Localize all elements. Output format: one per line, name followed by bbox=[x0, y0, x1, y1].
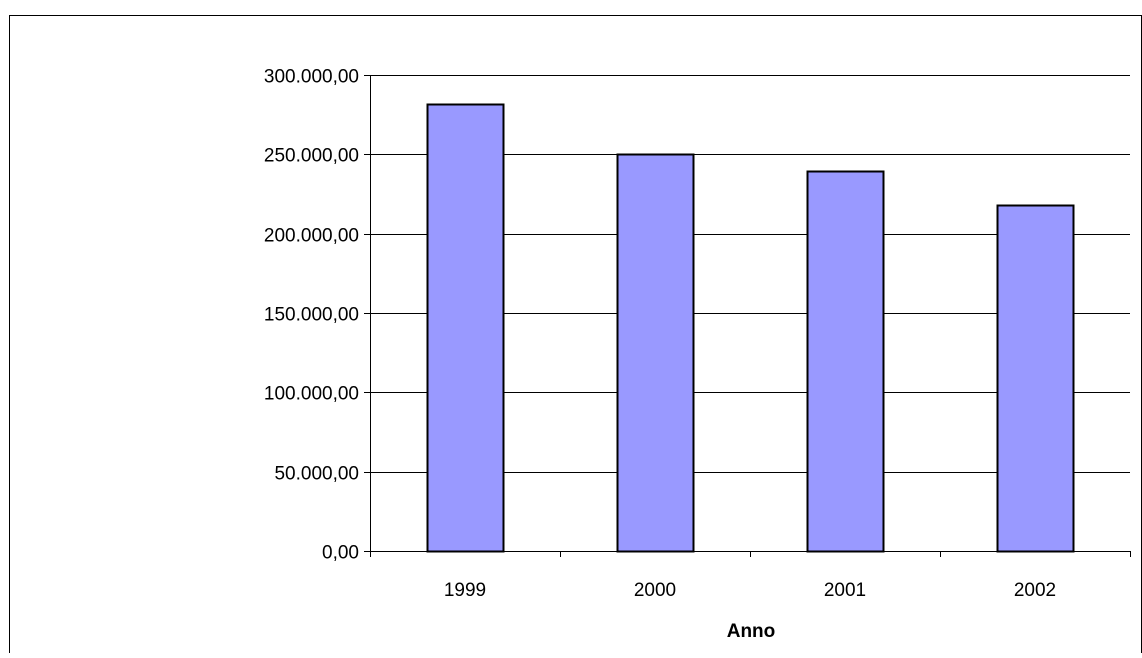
y-tick-label: 300.000,00 bbox=[264, 67, 359, 88]
x-axis-title: Anno bbox=[727, 621, 776, 642]
tick-labels: 0,00 50.000,00 100.000,00 150.000,00 200.000… bbox=[264, 67, 1056, 602]
y-tick-label: 250.000,00 bbox=[264, 146, 359, 167]
chart-border bbox=[9, 15, 1142, 654]
x-tick-label: 2000 bbox=[634, 580, 676, 601]
y-tick-label: 50.000,00 bbox=[274, 464, 359, 485]
x-tick-label: 1999 bbox=[444, 580, 486, 601]
bar bbox=[806, 170, 885, 553]
bar bbox=[426, 103, 505, 553]
y-tick-label: 100.000,00 bbox=[264, 384, 359, 405]
axes bbox=[364, 75, 1131, 557]
x-tick-label: 2002 bbox=[1014, 580, 1056, 601]
x-tick-label: 2001 bbox=[824, 580, 866, 601]
bars bbox=[426, 103, 1075, 553]
bar bbox=[996, 204, 1075, 553]
bar bbox=[616, 153, 695, 553]
y-tick-label: 200.000,00 bbox=[264, 226, 359, 247]
y-tick-label: 150.000,00 bbox=[264, 305, 359, 326]
y-tick-label: 0,00 bbox=[322, 543, 359, 564]
